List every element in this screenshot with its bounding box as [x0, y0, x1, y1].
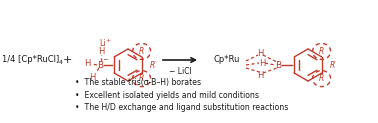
Text: R: R [319, 74, 324, 83]
Text: 1/4 [Cp*RuCl]: 1/4 [Cp*RuCl] [2, 55, 59, 64]
Text: − LiCl: − LiCl [169, 67, 191, 76]
Text: H: H [89, 72, 95, 82]
Text: H: H [84, 60, 90, 69]
Text: R′: R′ [330, 61, 337, 69]
Text: 4: 4 [59, 61, 63, 66]
Text: R: R [319, 47, 324, 56]
Text: H: H [98, 47, 104, 56]
Text: B: B [97, 61, 103, 69]
Text: Li: Li [99, 39, 105, 48]
Text: •  The H/D exchange and ligand substitution reactions: • The H/D exchange and ligand substituti… [75, 102, 288, 112]
Text: R: R [138, 47, 144, 56]
Text: •  Excellent isolated yields and mild conditions: • Excellent isolated yields and mild con… [75, 91, 259, 100]
Text: R′: R′ [150, 61, 157, 69]
Text: Cp*Ru: Cp*Ru [213, 55, 239, 64]
Text: H: H [257, 48, 263, 57]
Text: B: B [275, 61, 281, 69]
Text: R: R [138, 74, 144, 83]
Text: •  The stable tris(σ-B–H) borates: • The stable tris(σ-B–H) borates [75, 78, 201, 87]
Text: +: + [62, 55, 72, 65]
Text: H: H [257, 70, 263, 79]
Text: −: − [102, 57, 108, 63]
Text: H: H [259, 59, 265, 68]
Text: +: + [105, 38, 111, 44]
